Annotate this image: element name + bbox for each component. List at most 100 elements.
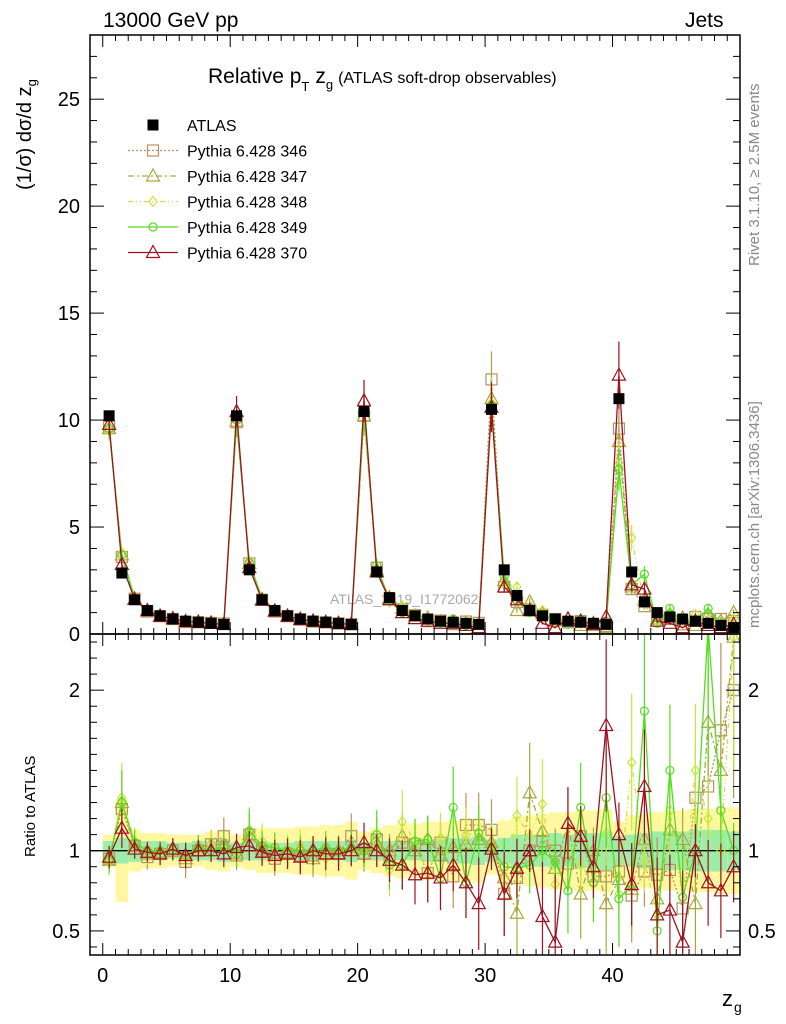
x-tick-label: 30 xyxy=(474,965,496,987)
ratio-data-point xyxy=(726,858,740,873)
watermark-label: ATLAS_2019_I1772062 xyxy=(330,591,479,607)
atlas-data-point xyxy=(549,613,561,625)
ratio-data-point xyxy=(101,848,117,863)
atlas-data-point xyxy=(447,616,459,628)
atlas-data-point xyxy=(282,610,294,622)
legend-item: Pythia 6.428 349 xyxy=(128,220,307,237)
y-tick-label: 10 xyxy=(58,410,80,432)
ratio-data-point xyxy=(483,840,499,855)
plot-title-main: Relative p xyxy=(208,65,301,88)
ratio-data-point xyxy=(394,856,410,871)
ratio-data-point xyxy=(474,828,484,838)
ratio-data-point xyxy=(471,895,487,910)
atlas-data-point xyxy=(243,564,255,576)
ratio-y-tick-label: 1 xyxy=(69,841,80,863)
ratio-data-point xyxy=(665,765,675,776)
ratio-data-point xyxy=(139,844,155,858)
atlas-data-point xyxy=(192,616,204,628)
legend-label: Pythia 6.428 348 xyxy=(187,195,307,212)
ratio-data-point xyxy=(216,845,232,860)
ratio-data-point xyxy=(560,815,576,829)
ratio-data-point xyxy=(190,842,206,857)
atlas-data-point xyxy=(562,615,574,627)
atlas-data-point xyxy=(626,566,638,578)
ratio-data-point xyxy=(512,809,522,822)
atlas-data-point xyxy=(294,613,306,625)
main-data-point xyxy=(649,612,665,627)
ratio-data-point xyxy=(318,845,334,860)
ratio-data-point xyxy=(165,840,181,855)
legend-marker xyxy=(145,167,161,182)
atlas-data-point xyxy=(473,618,485,630)
main-data-point xyxy=(636,580,652,595)
ratio-y-tick-label-right: 1 xyxy=(748,841,759,863)
ratio-data-point xyxy=(573,885,589,900)
ratio-y-tick-label: 2 xyxy=(69,680,80,702)
ratio-data-point xyxy=(114,819,130,834)
ratio-data-point xyxy=(537,846,548,856)
legend-label: Pythia 6.428 349 xyxy=(187,220,307,237)
ratio-data-point xyxy=(509,860,525,874)
ratio-data-point xyxy=(522,784,538,799)
ratio-series-line xyxy=(108,689,735,909)
ratio-data-point xyxy=(636,778,652,793)
legend-label: Pythia 6.428 347 xyxy=(187,169,307,186)
main-series-line xyxy=(108,402,734,627)
ratio-y-axis-label: Ratio to ATLAS xyxy=(22,755,39,857)
x-axis-label-sub: g xyxy=(734,999,742,1015)
main-data-point xyxy=(652,618,662,628)
atlas-data-point xyxy=(180,615,192,627)
ratio-data-point xyxy=(432,869,448,884)
ratio-data-point xyxy=(229,839,245,854)
main-y-axis-label: (1/σ) dσ/d zg xyxy=(14,79,39,190)
mcplots-reference-label: mcplots.cern.ch [arXiv:1306.3436] xyxy=(746,401,763,628)
ratio-data-point xyxy=(458,874,474,889)
plot-title-sub: T xyxy=(301,79,309,94)
main-data-point xyxy=(509,602,525,617)
ratio-data-point xyxy=(614,894,624,904)
header-category: Jets xyxy=(685,9,724,32)
atlas-data-point xyxy=(256,594,268,606)
ratio-data-point xyxy=(343,842,359,857)
rivet-version-label: Rivet 3.1.10, ≥ 2.5M events xyxy=(746,83,763,267)
atlas-data-point xyxy=(396,604,408,616)
x-axis-label: z xyxy=(722,986,733,1011)
ratio-y-tick-label-right: 2 xyxy=(748,680,759,702)
ratio-data-point xyxy=(448,802,458,812)
ratio-data-point xyxy=(662,901,678,916)
ratio-data-point xyxy=(127,840,143,855)
atlas-data-point xyxy=(638,596,650,608)
atlas-data-point xyxy=(269,604,281,616)
atlas-data-point xyxy=(677,613,689,625)
atlas-data-point xyxy=(167,613,179,625)
main-data-point xyxy=(639,569,650,579)
legend-marker xyxy=(148,222,158,232)
atlas-data-point xyxy=(384,592,396,604)
ratio-data-point xyxy=(445,856,461,871)
ratio-data-point xyxy=(410,836,420,846)
ratio-data-point xyxy=(547,933,563,948)
ratio-data-point xyxy=(649,906,665,921)
atlas-data-point xyxy=(154,610,166,622)
y-tick-label: 20 xyxy=(58,196,80,218)
plot-title-var-sub: g xyxy=(326,77,333,92)
atlas-data-point xyxy=(358,406,370,418)
ratio-data-point xyxy=(563,886,573,896)
atlas-data-point xyxy=(664,611,676,623)
ratio-data-point xyxy=(356,834,372,849)
ratio-data-point xyxy=(305,842,321,857)
main-series-group xyxy=(101,341,740,634)
ratio-data-point xyxy=(178,847,194,862)
ratio-y-tick-label: 0.5 xyxy=(52,921,80,943)
ratio-data-point xyxy=(598,717,614,732)
ratio-data-point xyxy=(382,852,398,866)
ratio-data-point xyxy=(369,842,385,857)
ratio-y-tick-label-right: 0.5 xyxy=(748,921,776,943)
x-tick-label: 10 xyxy=(219,965,241,987)
atlas-data-point xyxy=(689,615,701,627)
ratio-data-point xyxy=(598,895,614,910)
atlas-data-point xyxy=(141,604,153,616)
y-tick-label: 5 xyxy=(69,517,80,539)
legend-marker xyxy=(147,119,159,131)
main-data-point xyxy=(703,603,713,613)
